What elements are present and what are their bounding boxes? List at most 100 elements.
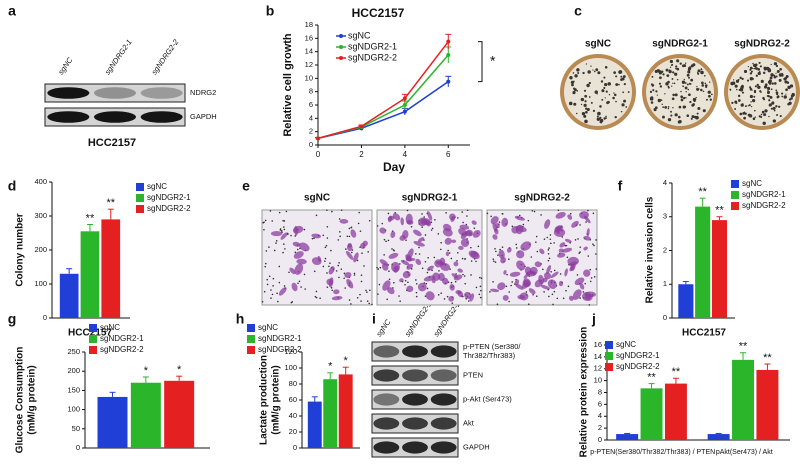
legend-label: sgNDGR2-1	[100, 334, 144, 343]
colony	[776, 70, 780, 74]
cell	[557, 252, 566, 258]
pore	[479, 296, 482, 299]
colony	[625, 106, 628, 108]
colony	[623, 82, 626, 86]
cell	[413, 241, 425, 247]
cell	[360, 242, 366, 249]
cell	[413, 229, 422, 237]
pore	[385, 240, 387, 243]
y-tick-label: 8	[598, 387, 602, 396]
cell	[546, 264, 552, 275]
y-tick-label: 4	[663, 178, 667, 187]
colony	[750, 101, 752, 103]
pore	[470, 246, 472, 249]
pore	[326, 272, 328, 274]
colony	[708, 94, 711, 98]
colony	[702, 109, 706, 113]
cell	[448, 295, 455, 302]
colony	[680, 90, 682, 93]
cell	[393, 265, 399, 273]
bar	[707, 434, 730, 440]
cell	[507, 247, 512, 253]
pore	[297, 282, 299, 285]
pore	[511, 225, 514, 228]
colony	[710, 93, 713, 96]
pore	[479, 289, 482, 292]
lane-label: sgNC	[374, 317, 392, 338]
pore	[425, 282, 428, 285]
colony	[690, 117, 693, 120]
colony	[692, 103, 695, 106]
pore	[268, 246, 270, 248]
pore	[335, 270, 338, 272]
pore	[426, 287, 429, 290]
y-axis-label: Relative invasion cells	[645, 196, 656, 303]
colony	[754, 116, 757, 118]
pore	[410, 226, 413, 228]
pore	[367, 251, 370, 253]
pore	[479, 285, 482, 288]
colony	[768, 88, 771, 91]
colony	[681, 64, 685, 68]
blot-band	[140, 87, 183, 99]
pore	[577, 238, 579, 240]
cell	[402, 270, 411, 279]
pore	[556, 297, 559, 300]
colony	[787, 102, 791, 106]
pore	[329, 262, 331, 264]
row-label: p-Akt (Ser473)	[463, 394, 512, 403]
pore	[315, 214, 318, 217]
pore	[592, 243, 594, 245]
pore	[340, 268, 343, 270]
pore	[566, 256, 569, 259]
blot-band	[94, 87, 136, 99]
pore	[346, 235, 349, 238]
colony	[593, 70, 596, 73]
legend-label: sgNC	[348, 30, 371, 40]
pore	[450, 281, 453, 284]
legend-swatch	[247, 335, 255, 343]
significance-label: *	[144, 365, 149, 377]
cell	[568, 295, 574, 301]
pore	[326, 209, 328, 211]
colony	[572, 91, 576, 95]
pore	[494, 261, 497, 263]
colony	[744, 112, 747, 115]
cell	[423, 219, 432, 225]
y-tick-label: 50	[72, 424, 80, 433]
pore	[285, 210, 288, 213]
pore	[361, 252, 363, 254]
colony	[590, 101, 593, 104]
pore	[579, 251, 581, 253]
y-tick-label: 0	[598, 435, 602, 444]
cell	[387, 215, 393, 223]
colony	[681, 80, 686, 84]
colony	[614, 93, 617, 97]
significance-label: *	[177, 364, 182, 376]
colony	[747, 105, 749, 107]
blot-band	[140, 111, 183, 123]
pore	[283, 220, 286, 222]
pore	[315, 290, 318, 293]
significance-label: *	[344, 355, 349, 367]
colony	[778, 78, 782, 82]
cell	[292, 225, 304, 234]
cell	[514, 279, 520, 286]
pore	[272, 285, 274, 287]
pore	[404, 283, 406, 286]
pore	[407, 281, 409, 284]
colony	[762, 121, 766, 125]
lane-label: sgNDRG2-2	[150, 37, 181, 76]
pore	[268, 275, 271, 278]
pore	[443, 298, 446, 300]
y-tick-label: 20	[289, 427, 297, 436]
colony	[749, 86, 752, 89]
cell	[455, 290, 462, 295]
pore	[387, 239, 390, 242]
lane-label: sgNDRG2-1	[103, 38, 134, 77]
point	[359, 124, 364, 129]
pore	[466, 215, 468, 217]
cell	[299, 242, 310, 252]
cell	[390, 231, 396, 239]
cell	[570, 264, 575, 271]
